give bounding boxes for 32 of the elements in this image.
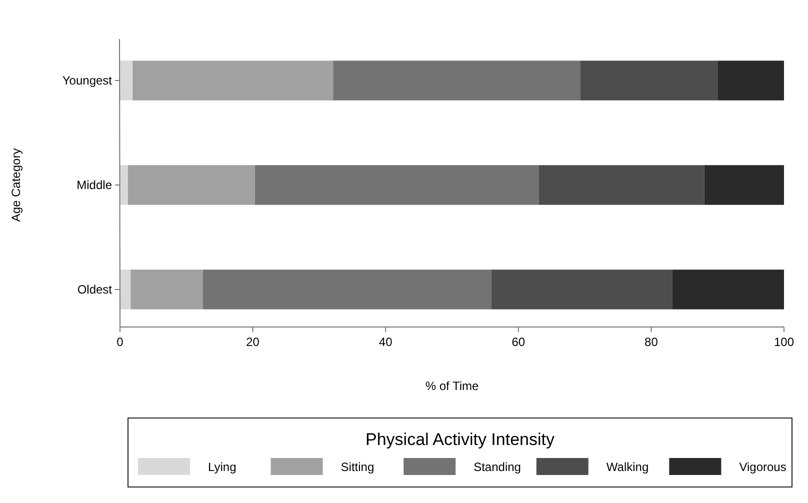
legend-label: Sitting <box>340 460 374 474</box>
y-axis-title: Age Category <box>9 148 23 222</box>
x-tick-label: 20 <box>246 335 260 349</box>
bar <box>254 165 539 205</box>
bar <box>491 270 672 310</box>
bar <box>130 270 203 310</box>
bar <box>672 270 784 310</box>
bar <box>120 60 133 100</box>
bar <box>538 165 704 205</box>
legend-label: Vigorous <box>739 460 786 474</box>
bar <box>132 60 334 100</box>
legend-title: Physical Activity Intensity <box>366 430 555 449</box>
bar <box>203 270 492 310</box>
bar <box>333 60 580 100</box>
x-tick-label: 40 <box>378 335 393 349</box>
bar <box>704 165 784 205</box>
bar <box>120 165 128 205</box>
legend-label: Walking <box>606 460 649 474</box>
x-tick-label: 0 <box>116 335 124 349</box>
bar <box>580 60 718 100</box>
y-tick-label: Youngest <box>62 74 113 88</box>
x-tick-label: 60 <box>512 335 526 349</box>
bar <box>128 165 255 205</box>
legend-label: Lying <box>208 460 236 474</box>
legend-label: Standing <box>474 460 521 474</box>
bar <box>120 270 131 310</box>
y-tick-label: Oldest <box>77 282 113 296</box>
x-tick-label: 100 <box>774 335 794 349</box>
bar <box>718 60 784 100</box>
x-tick-label: 80 <box>644 335 658 349</box>
x-axis-title: % of Time <box>425 379 479 393</box>
y-tick-label: Middle <box>76 178 112 192</box>
